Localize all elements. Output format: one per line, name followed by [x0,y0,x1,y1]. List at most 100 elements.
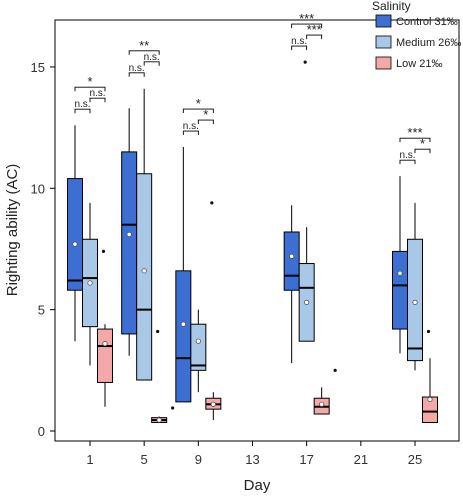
legend-label: Control 31‰ [396,16,458,28]
box-day25-medium [407,202,431,371]
outlier-point [156,329,160,334]
mean-point [156,417,162,423]
box-iqr [97,328,113,383]
x-tick-label: 9 [195,452,202,467]
x-tick-label: 17 [299,452,313,467]
x-tick-label: 21 [354,452,368,467]
legend-swatch [375,56,392,70]
x-axis-title: Day [244,477,271,494]
outlier-point [171,406,175,410]
y-tick-label: 0 [38,424,45,439]
mean-point [289,253,295,259]
significance-bracket [291,23,323,29]
significance-bracket [399,159,416,165]
y-tick-label: 10 [31,181,45,196]
significance-label: n.s. [291,36,307,47]
box-iqr [136,173,153,381]
significance-label: * [196,96,201,111]
significance-bracket [74,86,106,92]
box-iqr [190,323,207,371]
x-tick-label: 25 [408,452,422,467]
significance-bracket [143,61,160,66]
significance-bracket [74,108,91,114]
mean-point [397,270,403,276]
significance-label: * [87,74,92,89]
mean-point [319,401,325,407]
box-day5-control [121,108,138,356]
mean-point [180,321,186,327]
significance-bracket [306,34,323,40]
significance-bracket [182,130,199,136]
box-iqr [67,178,83,291]
outlier-point [101,249,106,254]
legend-title: Salinity [372,0,411,13]
significance-label: * [203,107,208,122]
plot-panel [54,19,460,442]
significance-label: *** [299,11,314,26]
significance-label: n.s. [74,99,90,110]
box-day1-low [97,324,113,407]
significance-bracket [414,148,431,154]
box-day9-medium [190,201,214,393]
x-tick-label: 1 [86,452,93,467]
legend-label: Low 21‰ [396,58,442,70]
significance-bracket [89,97,106,103]
legend-label: Medium 26‰ [396,37,461,49]
x-tick-label: 13 [245,452,259,467]
significance-bracket [291,45,308,51]
box-day1-control [67,125,83,342]
box-day25-low [422,358,438,424]
mean-point [87,280,93,286]
significance-label: n.s. [399,150,415,161]
box-iqr [392,250,408,330]
box-iqr [175,270,192,403]
outlier-point [303,60,307,64]
box-day5-medium [136,88,160,381]
mean-point [412,299,418,305]
y-tick-label: 5 [38,303,45,318]
mean-point [72,241,78,247]
box-day17-medium [298,227,315,342]
mean-point [102,341,108,347]
box-iqr [121,151,138,335]
outlier-point [333,368,337,372]
significance-label: ** [139,38,149,53]
y-axis-title: Righting ability (AC) [4,164,21,297]
significance-label: *** [307,22,322,37]
significance-annotations: *n.s.n.s.**n.s.n.s.**n.s.******n.s.****n… [74,11,431,165]
significance-label: n.s. [129,63,145,74]
significance-bracket [182,108,214,114]
outlier-point [426,329,431,334]
x-tick-label: 5 [141,452,148,467]
significance-label: n.s. [89,88,105,99]
box-day17-control [283,60,307,364]
mean-point [304,299,310,305]
box-day5-low [151,406,175,424]
box-iqr [283,231,300,291]
significance-label: n.s. [144,52,160,63]
significance-label: *** [407,125,422,140]
mean-point [427,396,433,403]
box-day9-control [175,147,192,403]
significance-bracket [399,137,431,143]
legend-swatch [375,35,392,49]
legend-swatch [375,14,392,28]
mean-point [210,401,216,407]
box-day9-low [205,392,222,421]
outlier-point [210,201,214,205]
legend: Salinity Control 31‰ Medium 26‰ Low 21‰ [372,0,461,70]
y-tick-label: 15 [31,60,45,75]
mean-point [126,231,132,238]
significance-label: * [420,136,425,151]
box-day25-control [392,176,408,354]
mean-point [195,338,201,344]
boxes-layer [67,60,438,424]
box-day1-medium [82,202,106,366]
box-day17-low [313,368,337,415]
significance-bracket [128,72,145,77]
significance-bracket [128,50,160,55]
significance-label: n.s. [183,121,199,132]
significance-bracket [197,119,214,125]
